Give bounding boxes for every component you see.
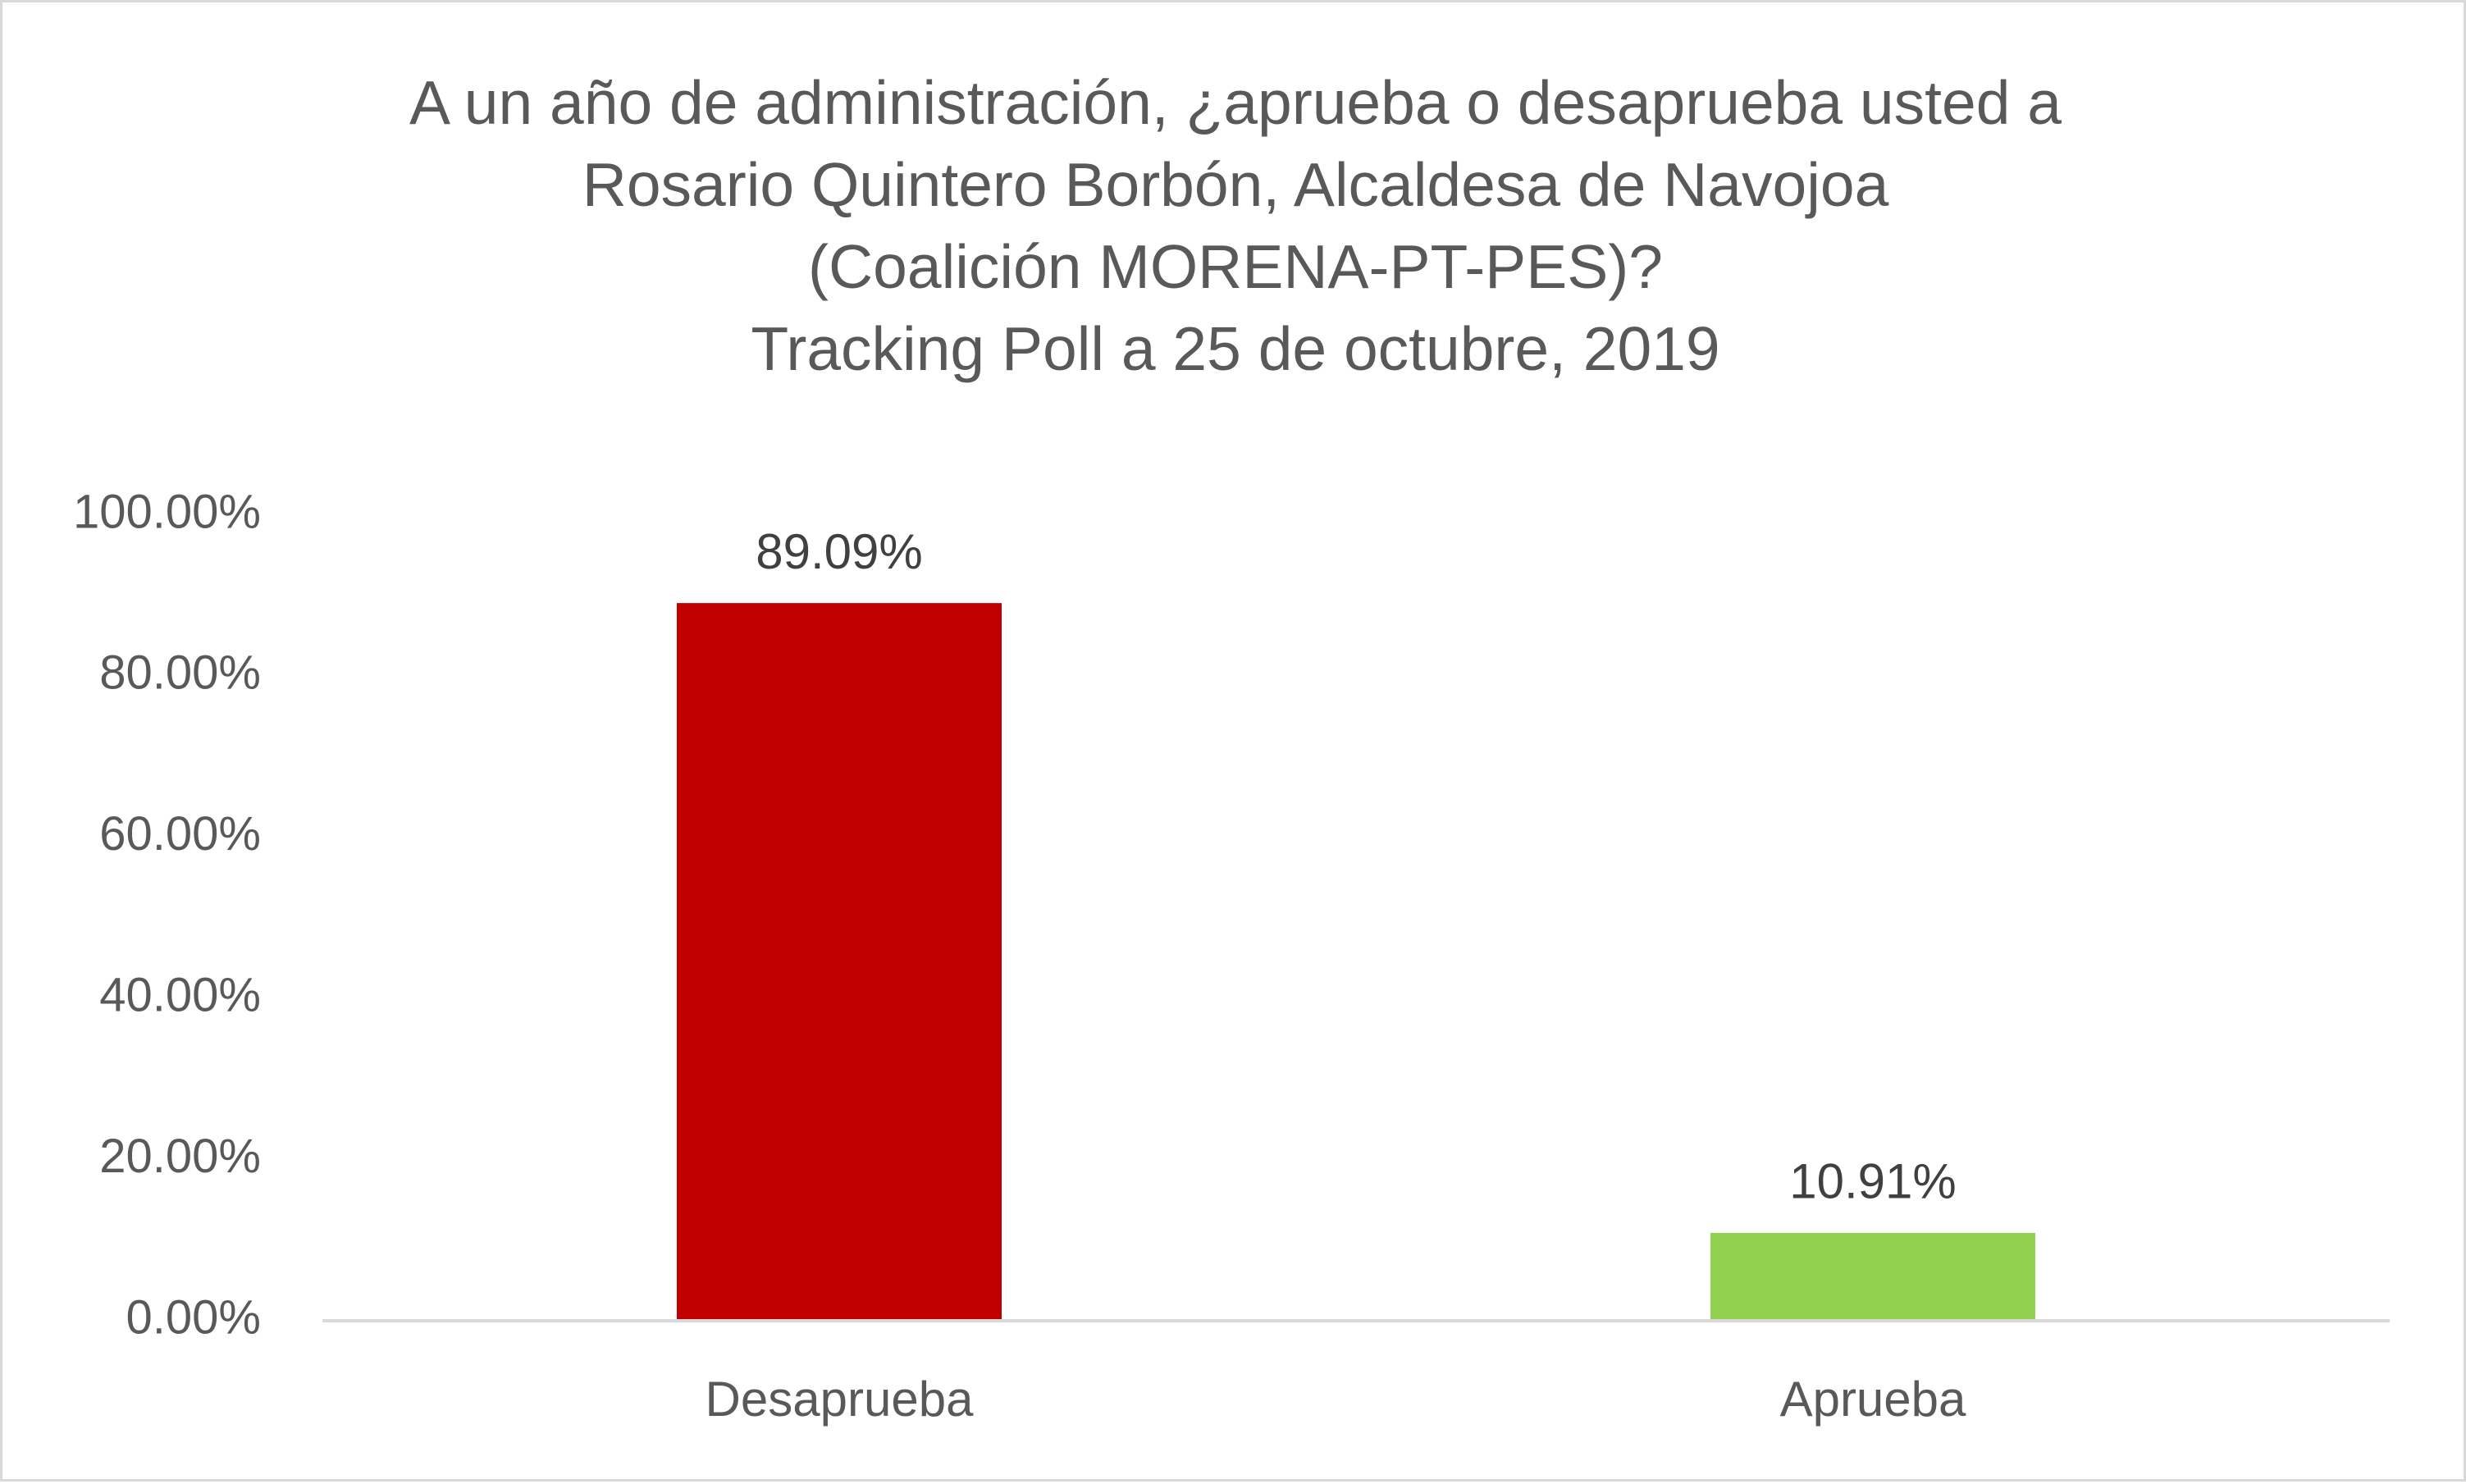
y-tick-label: 80.00% bbox=[99, 646, 261, 700]
bar-aprueba bbox=[1710, 1232, 2035, 1321]
chart-title-line-1: A un año de administración, ¿aprueba o d… bbox=[409, 68, 2062, 137]
y-tick-label: 20.00% bbox=[99, 1130, 261, 1183]
y-tick-label: 100.00% bbox=[73, 485, 261, 538]
chart-title-line-4: Tracking Poll a 25 de octubre, 2019 bbox=[751, 314, 1720, 383]
chart-title-line-2: Rosario Quintero Borbón, Alcaldesa de Na… bbox=[582, 150, 1889, 219]
y-tick-label: 0.00% bbox=[126, 1290, 261, 1344]
x-category-label: Aprueba bbox=[1780, 1372, 1966, 1427]
data-label: 10.91% bbox=[1789, 1154, 1957, 1209]
data-label: 89.09% bbox=[756, 524, 923, 579]
y-tick-label: 60.00% bbox=[99, 807, 261, 861]
chart-title-line-3: (Coalición MORENA-PT-PES)? bbox=[808, 232, 1663, 301]
x-category-label: Desaprueba bbox=[706, 1372, 975, 1427]
chart-title: A un año de administración, ¿aprueba o d… bbox=[2, 62, 2466, 390]
y-tick-label: 40.00% bbox=[99, 969, 261, 1022]
bar-desaprueba bbox=[677, 603, 1002, 1321]
